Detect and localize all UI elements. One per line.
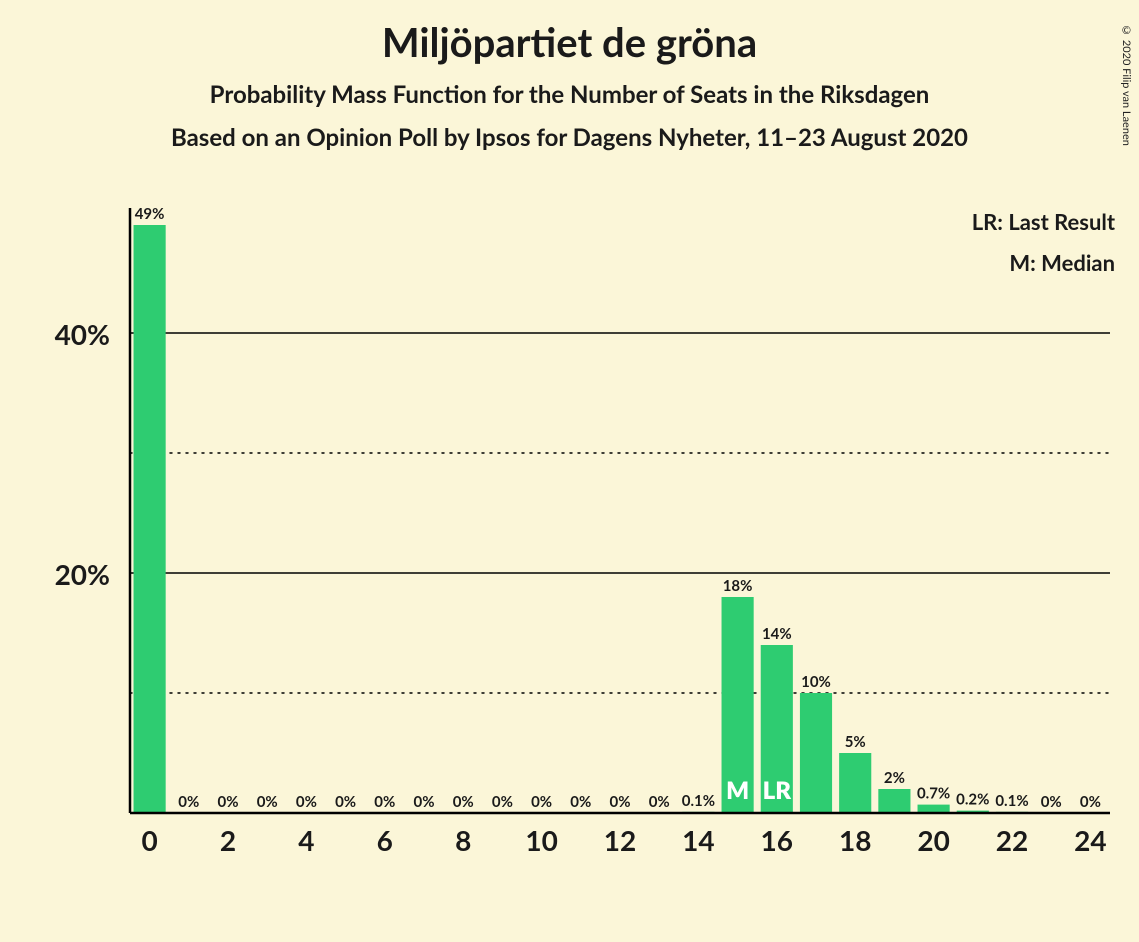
bar-value-label: 5%: [845, 733, 866, 751]
bar-value-label: 0%: [531, 793, 552, 811]
bar-value-label: 0.1%: [995, 792, 1028, 810]
chart-plot: 49% 0% 0% 0% 0% 0% 0% 0% 0% 0% 0% 0% 0% 0% 0.1% 18% M 14%…: [120, 203, 1120, 863]
bar-value-label: 0%: [453, 793, 474, 811]
bar-value-label: 18%: [723, 577, 753, 595]
x-tick-label: 0: [141, 823, 157, 857]
x-tick-label: 18: [839, 823, 871, 857]
bar-marker: M: [726, 776, 749, 805]
x-tick-label: 10: [525, 823, 557, 857]
bar-value-label: 2%: [884, 769, 905, 787]
chart-title: Miljöpartiet de gröna: [0, 18, 1139, 66]
y-tick-label: 20%: [0, 557, 110, 591]
bar-value-label: 0%: [257, 793, 278, 811]
bar: [134, 225, 166, 813]
bar-value-label: 0%: [1041, 793, 1062, 811]
bar-value-label: 0%: [218, 793, 239, 811]
chart-subtitle-1: Probability Mass Function for the Number…: [0, 80, 1139, 109]
bar-value-label: 0%: [414, 793, 435, 811]
bar-value-label: 0%: [296, 793, 317, 811]
bar-value-label: 0%: [492, 793, 513, 811]
bar: [839, 753, 871, 813]
bar: [800, 693, 832, 813]
bar: [918, 805, 950, 813]
bar-value-label: 0%: [610, 793, 631, 811]
bar-value-label: 49%: [135, 205, 165, 223]
x-tick-label: 4: [298, 823, 314, 857]
x-tick-label: 12: [604, 823, 636, 857]
x-tick-label: 6: [377, 823, 393, 857]
bar-marker: LR: [763, 776, 792, 805]
chart-subtitle-2: Based on an Opinion Poll by Ipsos for Da…: [0, 123, 1139, 152]
x-tick-label: 2: [220, 823, 236, 857]
y-tick-label: 40%: [0, 317, 110, 351]
x-tick-label: 24: [1074, 823, 1106, 857]
bar-value-label: 0%: [570, 793, 591, 811]
bar-value-label: 0%: [374, 793, 395, 811]
x-tick-label: 14: [682, 823, 714, 857]
bar-value-label: 0%: [335, 793, 356, 811]
bar-value-label: 0%: [178, 793, 199, 811]
copyright-text: © 2020 Filip van Laenen: [1120, 24, 1133, 146]
x-tick-label: 20: [917, 823, 949, 857]
bar-value-label: 0.2%: [956, 791, 989, 809]
bar: [878, 789, 910, 813]
bar-value-label: 14%: [762, 625, 792, 643]
x-tick-label: 8: [455, 823, 471, 857]
bar-value-label: 10%: [801, 673, 831, 691]
bar-value-label: 0%: [649, 793, 670, 811]
x-tick-label: 16: [761, 823, 793, 857]
bar-value-label: 0.1%: [682, 792, 715, 810]
bar-value-label: 0%: [1080, 793, 1101, 811]
x-tick-label: 22: [996, 823, 1028, 857]
bar-value-label: 0.7%: [917, 785, 950, 803]
